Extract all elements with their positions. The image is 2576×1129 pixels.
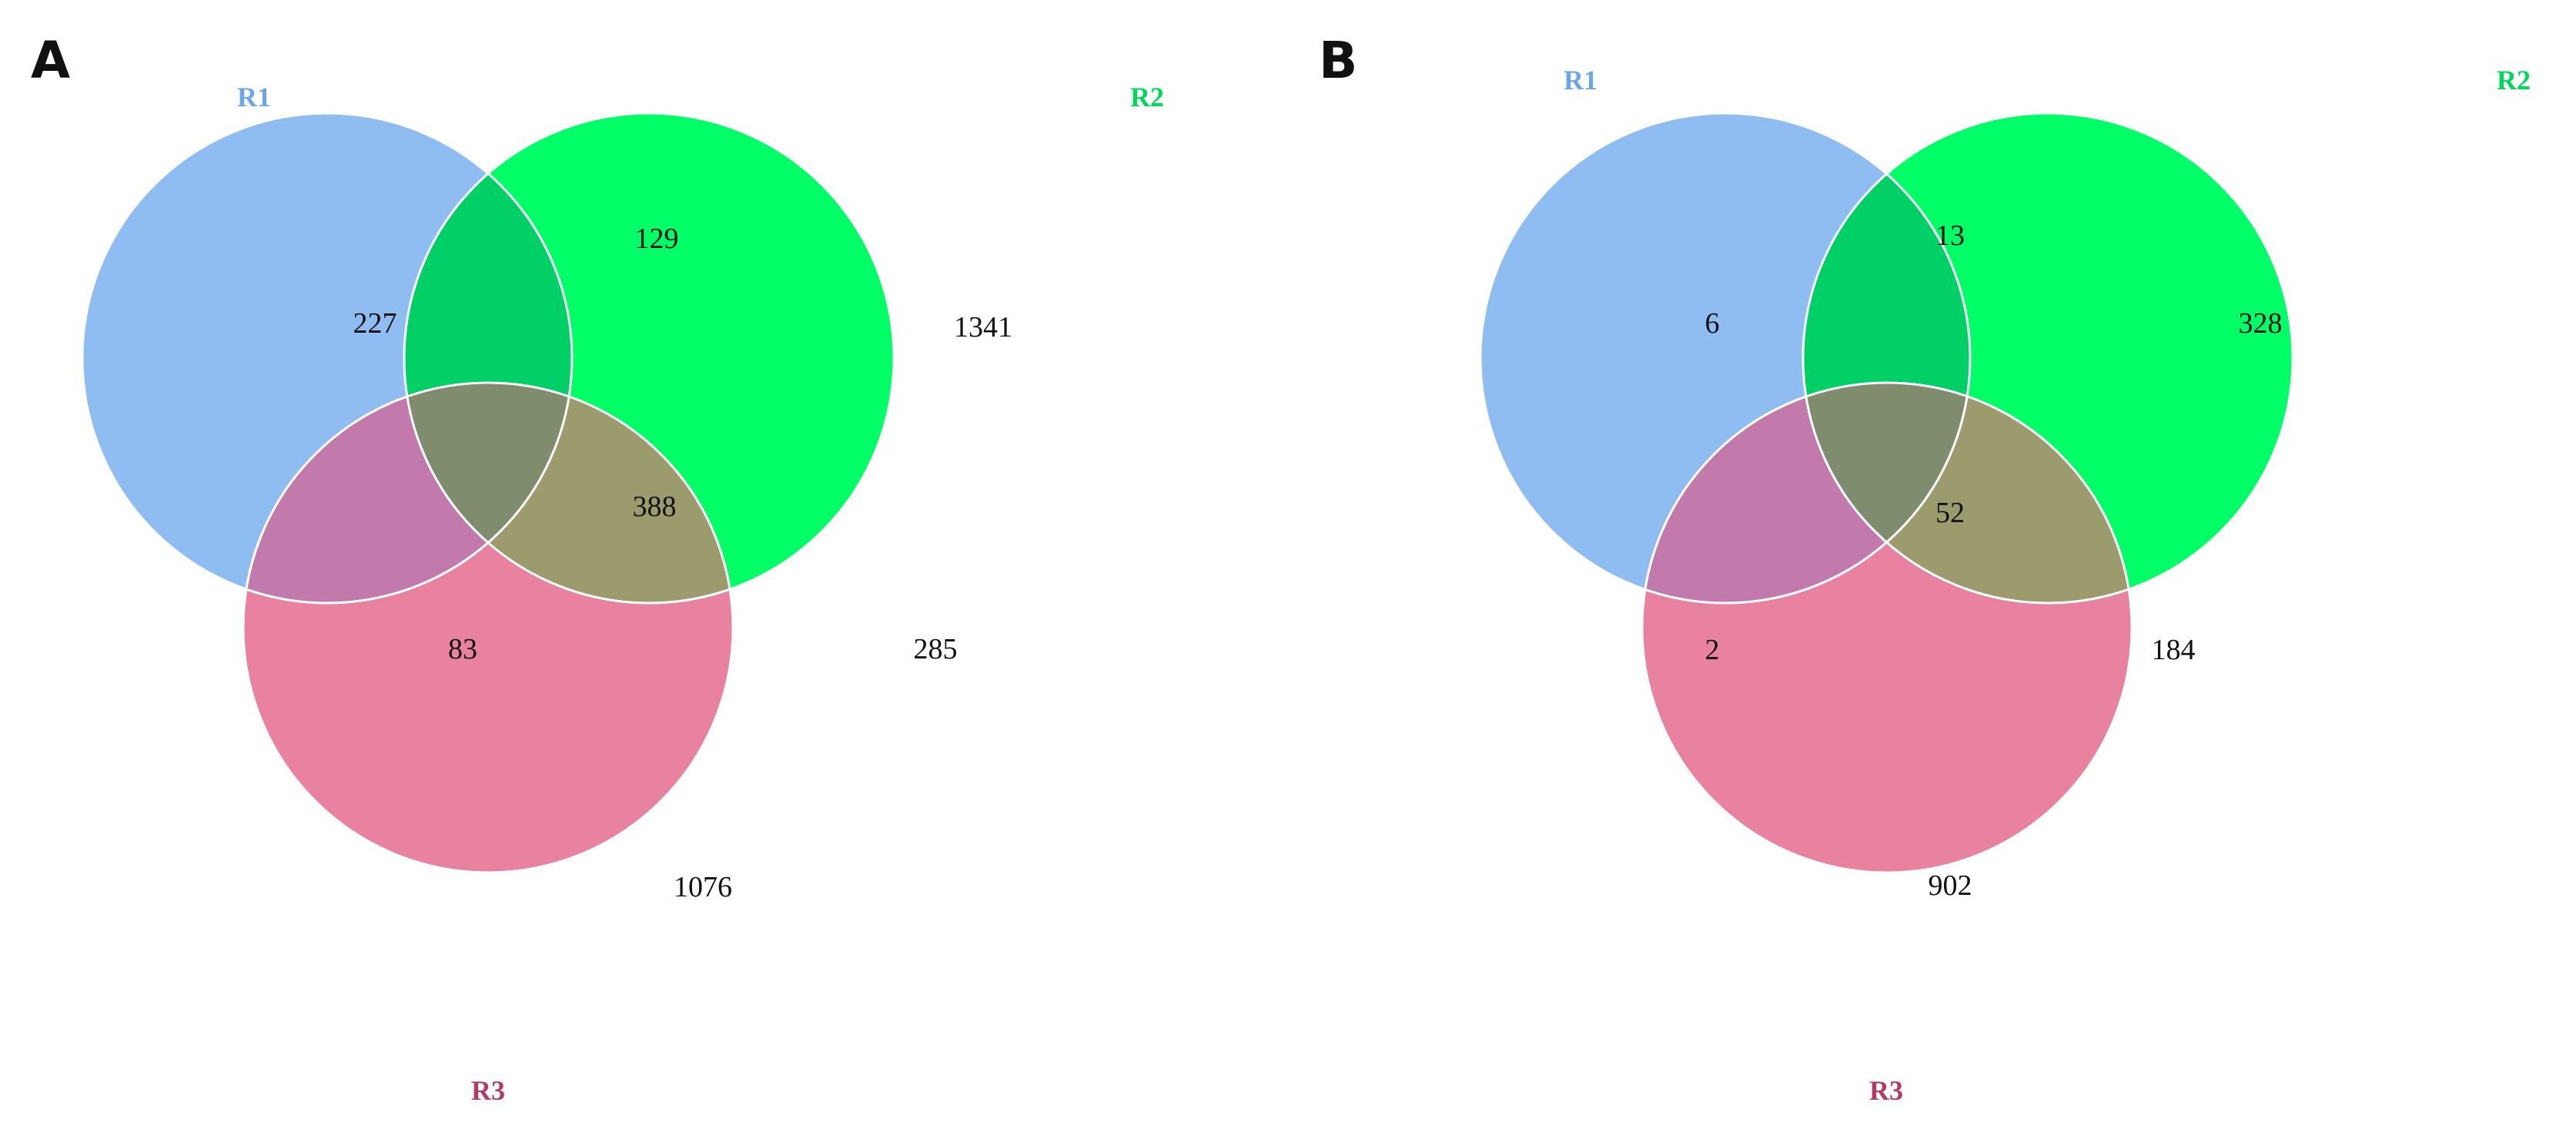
set-label-r2: R2 [2497,65,2531,95]
set-r2-outline [1802,112,2294,605]
overlap-r1-r3 [1642,383,1970,603]
count-r1-r3: 83 [448,633,477,665]
overlap-r2-r3 [404,383,733,603]
count-r2-only: 328 [2239,307,2283,340]
venn-panel-b: B R1 R2 R3 6 13 328 52 2 184 902 [1288,0,2576,1129]
set-label-r2: R2 [1130,82,1164,112]
overlap-r1-r3 [243,383,572,603]
set-label-r3: R3 [1869,1075,1903,1106]
set-r1-outline [81,112,574,605]
set-label-r3: R3 [471,1075,505,1106]
set-r2-outline [403,112,895,605]
set-r3-outline [242,381,734,874]
count-r1-r2: 13 [1935,219,1965,252]
count-all: 52 [1935,497,1965,529]
count-r2-r3: 285 [914,633,958,665]
overlap-r2-r3 [1803,383,2132,603]
count-r3-only: 902 [1929,869,1972,902]
set-r3-outline [1641,381,2133,874]
count-r1-only: 227 [353,307,397,340]
count-r3-only: 1076 [674,871,732,903]
count-r2-only: 1341 [954,311,1012,343]
venn-diagram: R1 R2 R3 6 13 328 52 2 184 902 [1479,65,2531,1106]
panel-letter: A [31,31,71,90]
venn-diagram: R1 R2 R3 227 129 1341 388 83 285 1076 [81,82,1164,1106]
count-all: 388 [633,491,677,523]
set-label-r1: R1 [1564,65,1597,95]
venn-panel-a: A R1 R2 R3 227 129 1341 388 83 285 1076 [31,31,1164,1106]
count-r1-only: 6 [1705,307,1720,340]
count-r2-r3: 184 [2152,634,2196,666]
count-r1-r3: 2 [1705,634,1720,666]
set-r1-outline [1479,112,1972,605]
panel-letter: B [1319,31,1358,90]
set-label-r1: R1 [237,82,271,112]
count-r1-r2: 129 [635,223,679,255]
